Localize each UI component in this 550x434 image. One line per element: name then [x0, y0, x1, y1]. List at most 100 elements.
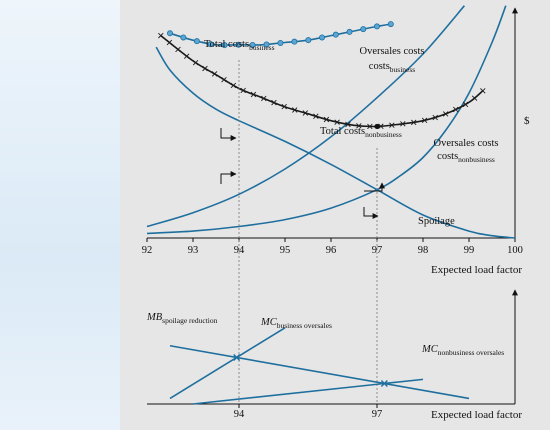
arrow-oversales-94 — [220, 171, 237, 184]
marker-point — [421, 117, 428, 124]
marker-point — [432, 114, 438, 121]
x-tick-label: 96 — [326, 245, 337, 256]
chart-canvas: $ Expected load factor 92 93 94 95 96 97 98 99 1… — [120, 0, 550, 430]
marker-point — [192, 59, 199, 66]
marker-point — [277, 39, 284, 46]
x-tick-label: 97 — [372, 409, 383, 420]
marker-point — [378, 123, 384, 129]
label-mb-spoilage-reduction: MBspoilage reduction — [146, 312, 218, 325]
marker-point — [387, 21, 394, 28]
marker-point — [211, 71, 218, 77]
optimal-point-nonbusiness — [374, 123, 380, 130]
marker-point — [292, 107, 298, 113]
mc-nonbusiness-oversales-line — [192, 378, 424, 405]
x-tick-label: 95 — [280, 245, 291, 256]
total-costs-business-markers — [167, 21, 394, 49]
marker-point — [471, 95, 478, 101]
marker-point — [167, 30, 174, 37]
label-total-costs-business: Total costsbusiness — [204, 39, 275, 52]
marker-point — [221, 76, 227, 83]
marker-point — [319, 34, 326, 41]
guide-lines — [238, 60, 380, 404]
marker-point — [207, 41, 214, 48]
marker-point — [367, 123, 373, 130]
marker-point — [263, 41, 270, 48]
marker-point — [166, 39, 173, 46]
intersection-marker — [380, 380, 388, 387]
label-oversales-nonbusiness-sub: costsnonbusiness — [437, 151, 495, 164]
oversales-business-curve — [146, 5, 466, 228]
top-series — [146, 5, 516, 239]
marker-point — [261, 95, 267, 102]
marker-point — [334, 119, 340, 125]
arrow-oversales-97 — [364, 182, 385, 192]
top-x-label: Expected load factor — [431, 264, 522, 276]
bottom-series — [169, 327, 470, 405]
marker-point — [281, 103, 287, 110]
marker-point — [230, 82, 237, 89]
label-oversales-business-sub: costsbusiness — [369, 61, 416, 74]
marker-point — [175, 46, 181, 53]
bottom-axes: Expected load factor 94 97 — [147, 289, 522, 421]
marker-point — [250, 91, 257, 98]
bottom-x-ticks: 94 97 — [234, 404, 383, 420]
intersection-markers — [233, 354, 388, 387]
top-curve-labels: Total costsbusiness Oversales costs cost… — [204, 39, 499, 227]
marker-point — [356, 123, 362, 129]
marker-point — [346, 28, 353, 35]
marker-point — [240, 87, 246, 94]
marker-point — [389, 122, 395, 128]
marker-point — [193, 38, 200, 45]
spoilage-curve — [155, 46, 516, 239]
x-tick-label: 92 — [142, 245, 153, 256]
marker-point — [291, 38, 298, 45]
label-total-costs-nonbusiness: Total costsnonbusiness — [320, 126, 402, 139]
marker-point — [271, 99, 277, 106]
marker-point — [202, 65, 208, 72]
marker-point — [180, 34, 187, 41]
x-tick-label: 93 — [188, 245, 199, 256]
bottom-curve-labels: MBspoilage reduction MCbusiness oversale… — [146, 312, 504, 357]
marker-point — [373, 23, 380, 30]
label-spoilage: Spoilage — [418, 216, 455, 227]
mc-business-oversales-line — [169, 327, 286, 400]
bottom-x-label: Expected load factor — [431, 409, 522, 421]
chart-svg: $ Expected load factor 92 93 94 95 96 97 98 99 1… — [142, 5, 530, 421]
label-oversales-nonbusiness: Oversales costs — [433, 138, 498, 149]
marker-point — [305, 37, 312, 44]
arrow-spoilage-94 — [220, 128, 237, 141]
marker-point — [158, 32, 164, 39]
marker-point — [453, 106, 459, 113]
marker-point — [235, 41, 242, 48]
marker-point — [313, 113, 319, 119]
x-tick-label: 98 — [418, 245, 429, 256]
x-tick-label: 100 — [507, 245, 523, 256]
marker-point — [302, 110, 309, 116]
top-y-label: $ — [524, 115, 530, 127]
marker-point — [411, 119, 417, 126]
label-mc-business-oversales: MCbusiness oversales — [260, 317, 332, 330]
marker-point — [249, 41, 256, 48]
direction-arrows — [220, 128, 385, 219]
oversales-nonbusiness-curve — [146, 5, 507, 235]
marker-point — [221, 42, 228, 49]
marker-point — [442, 111, 449, 117]
marker-point — [400, 121, 406, 127]
x-tick-label: 99 — [464, 245, 475, 256]
mb-spoilage-reduction-line — [169, 344, 470, 400]
label-mc-nonbusiness-oversales: MCnonbusiness oversales — [421, 344, 504, 357]
top-x-ticks: 92 93 94 95 96 97 98 99 100 — [142, 238, 523, 256]
x-tick-label: 94 — [234, 409, 245, 420]
marker-point — [332, 31, 339, 38]
marker-point — [360, 26, 367, 33]
x-tick-label: 97 — [372, 245, 383, 256]
intersection-marker — [233, 354, 241, 361]
marker-point — [183, 53, 190, 59]
label-oversales-business: Oversales costs — [359, 46, 424, 57]
decorative-sidebar — [0, 0, 120, 430]
top-axes: $ Expected load factor 92 93 94 95 96 97 98 99 1… — [142, 7, 530, 276]
total-costs-nonbusiness-markers — [158, 32, 486, 130]
marker-point — [480, 88, 486, 94]
marker-point — [323, 116, 330, 123]
